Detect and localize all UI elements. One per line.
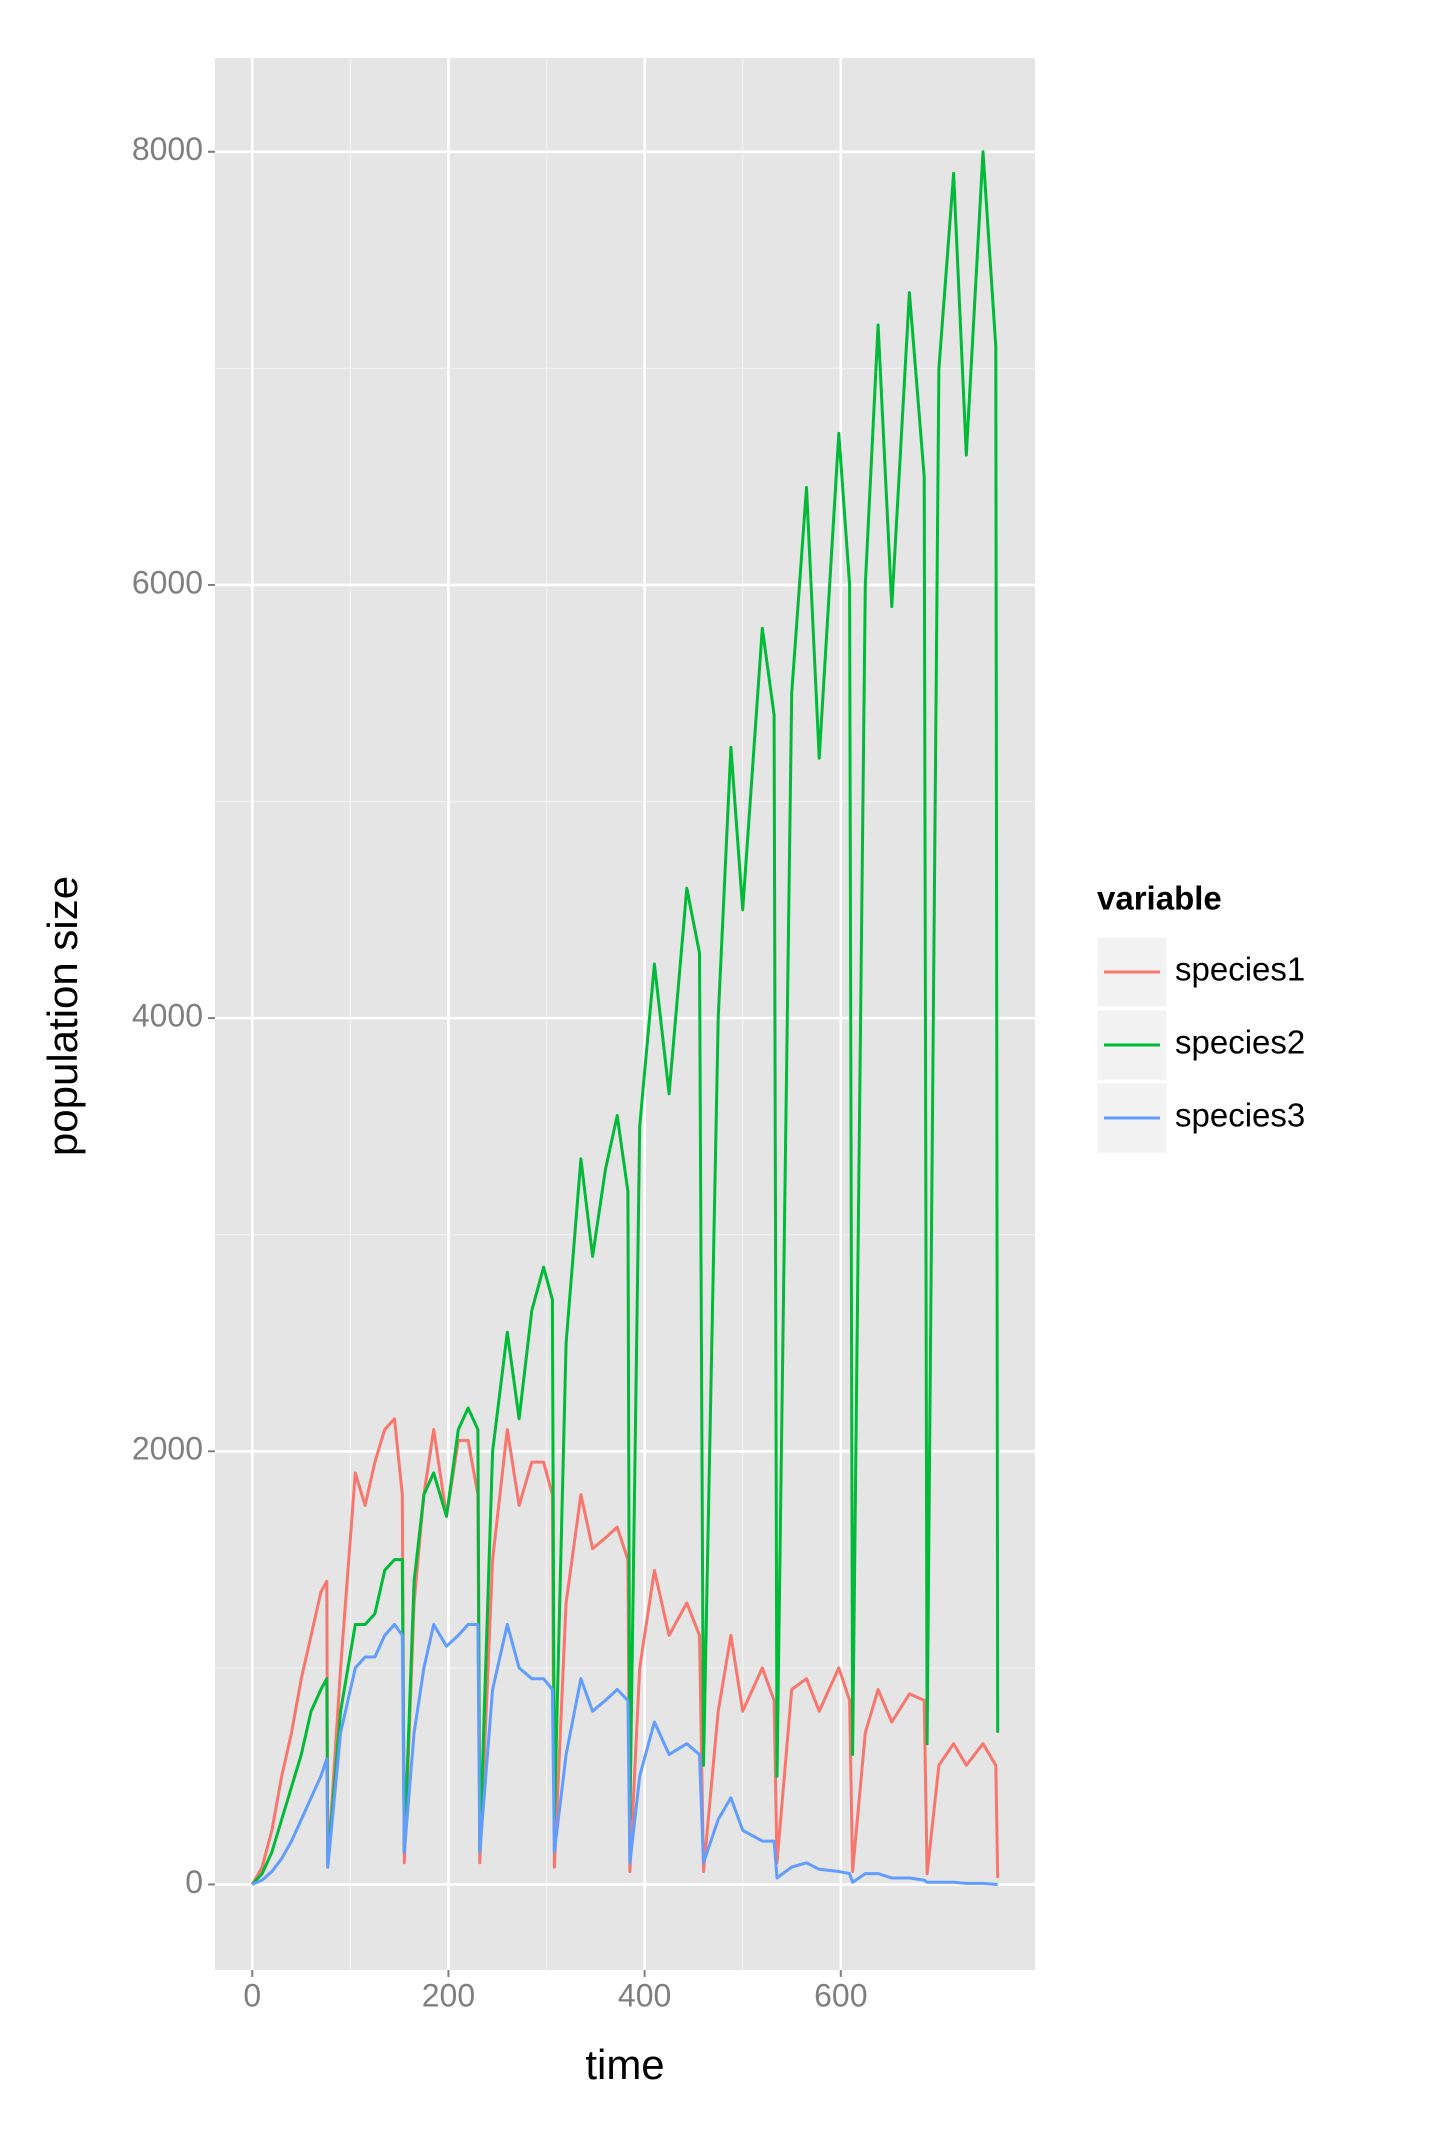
legend-label: species2 [1175,1024,1305,1061]
y-tick-label: 0 [185,1864,203,1900]
x-tick-label: 200 [422,1977,475,2013]
series-line [251,1623,998,1886]
legend-title: variable [1097,880,1222,917]
y-axis-title: population size [39,876,86,1156]
series-line [251,150,1000,1886]
y-tick-label: 4000 [132,998,203,1034]
y-tick-label: 6000 [132,564,203,600]
x-tick-label: 600 [814,1977,867,2013]
x-axis-title: time [585,2041,664,2088]
x-tick-label: 0 [243,1977,261,2013]
series-line [250,1417,1000,1886]
x-tick-label: 400 [618,1977,671,2013]
y-tick-label: 2000 [132,1431,203,1467]
plot-panel [215,58,1035,1970]
legend-label: species1 [1175,951,1305,988]
legend-label: species3 [1175,1097,1305,1134]
y-tick-label: 8000 [132,131,203,167]
